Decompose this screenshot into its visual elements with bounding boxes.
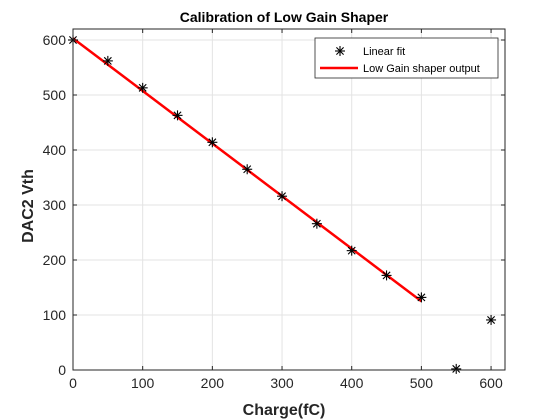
y-tick-label: 600 (43, 32, 67, 48)
data-point (277, 191, 288, 202)
data-point (451, 363, 462, 374)
x-tick-label: 600 (479, 375, 503, 391)
y-tick-label: 300 (43, 197, 67, 213)
asterisk-stroke (278, 192, 287, 201)
asterisk-stroke (243, 165, 252, 174)
data-point (137, 82, 148, 93)
x-tick-label: 400 (340, 375, 364, 391)
x-tick-label: 0 (69, 375, 77, 391)
legend-marker-linear-fit (335, 46, 345, 56)
axis-ticks (72, 29, 505, 371)
x-axis-label: Charge(fC) (243, 402, 326, 419)
data-point (172, 110, 183, 121)
y-tick-label: 100 (43, 307, 67, 323)
tick-labels: 0 100 200 300 400 500 600 0 100 200 300 400 500 600 (43, 32, 503, 391)
data-point (242, 164, 253, 175)
data-point (102, 55, 113, 66)
x-tick-label: 500 (410, 375, 434, 391)
asterisk-stroke (347, 246, 356, 255)
asterisk-stroke (138, 83, 147, 92)
asterisk-stroke (103, 56, 112, 65)
legend: Linear fit Low Gain shaper output (314, 37, 499, 79)
asterisk-stroke (417, 293, 426, 302)
y-tick-label: 400 (43, 142, 67, 158)
y-tick-label: 500 (43, 87, 67, 103)
data-point (486, 314, 497, 325)
asterisk-stroke (173, 111, 182, 120)
asterisk-stroke (487, 315, 496, 324)
x-tick-label: 200 (201, 375, 225, 391)
x-tick-label: 300 (270, 375, 294, 391)
asterisk-stroke (336, 47, 344, 55)
y-tick-label: 200 (43, 252, 67, 268)
data-point (416, 292, 427, 303)
legend-label-low-gain-shaper-output: Low Gain shaper output (363, 63, 480, 75)
y-axis-label: DAC2 Vth (20, 169, 37, 243)
data-point (381, 270, 392, 281)
data-point (207, 137, 218, 148)
asterisk-stroke (452, 364, 461, 373)
data-point (311, 218, 322, 229)
legend-box (314, 37, 499, 79)
marker-series (68, 35, 497, 374)
asterisk-stroke (382, 271, 391, 280)
data-point (346, 245, 357, 256)
asterisk-stroke (208, 138, 217, 147)
asterisk-stroke (312, 219, 321, 228)
legend-label-linear-fit: Linear fit (363, 46, 405, 58)
plot-area-frame (72, 28, 506, 371)
x-tick-label: 100 (131, 375, 155, 391)
y-tick-label: 0 (58, 362, 66, 378)
chart-title: Calibration of Low Gain Shaper (180, 9, 389, 25)
legend-asterisk (335, 46, 345, 56)
